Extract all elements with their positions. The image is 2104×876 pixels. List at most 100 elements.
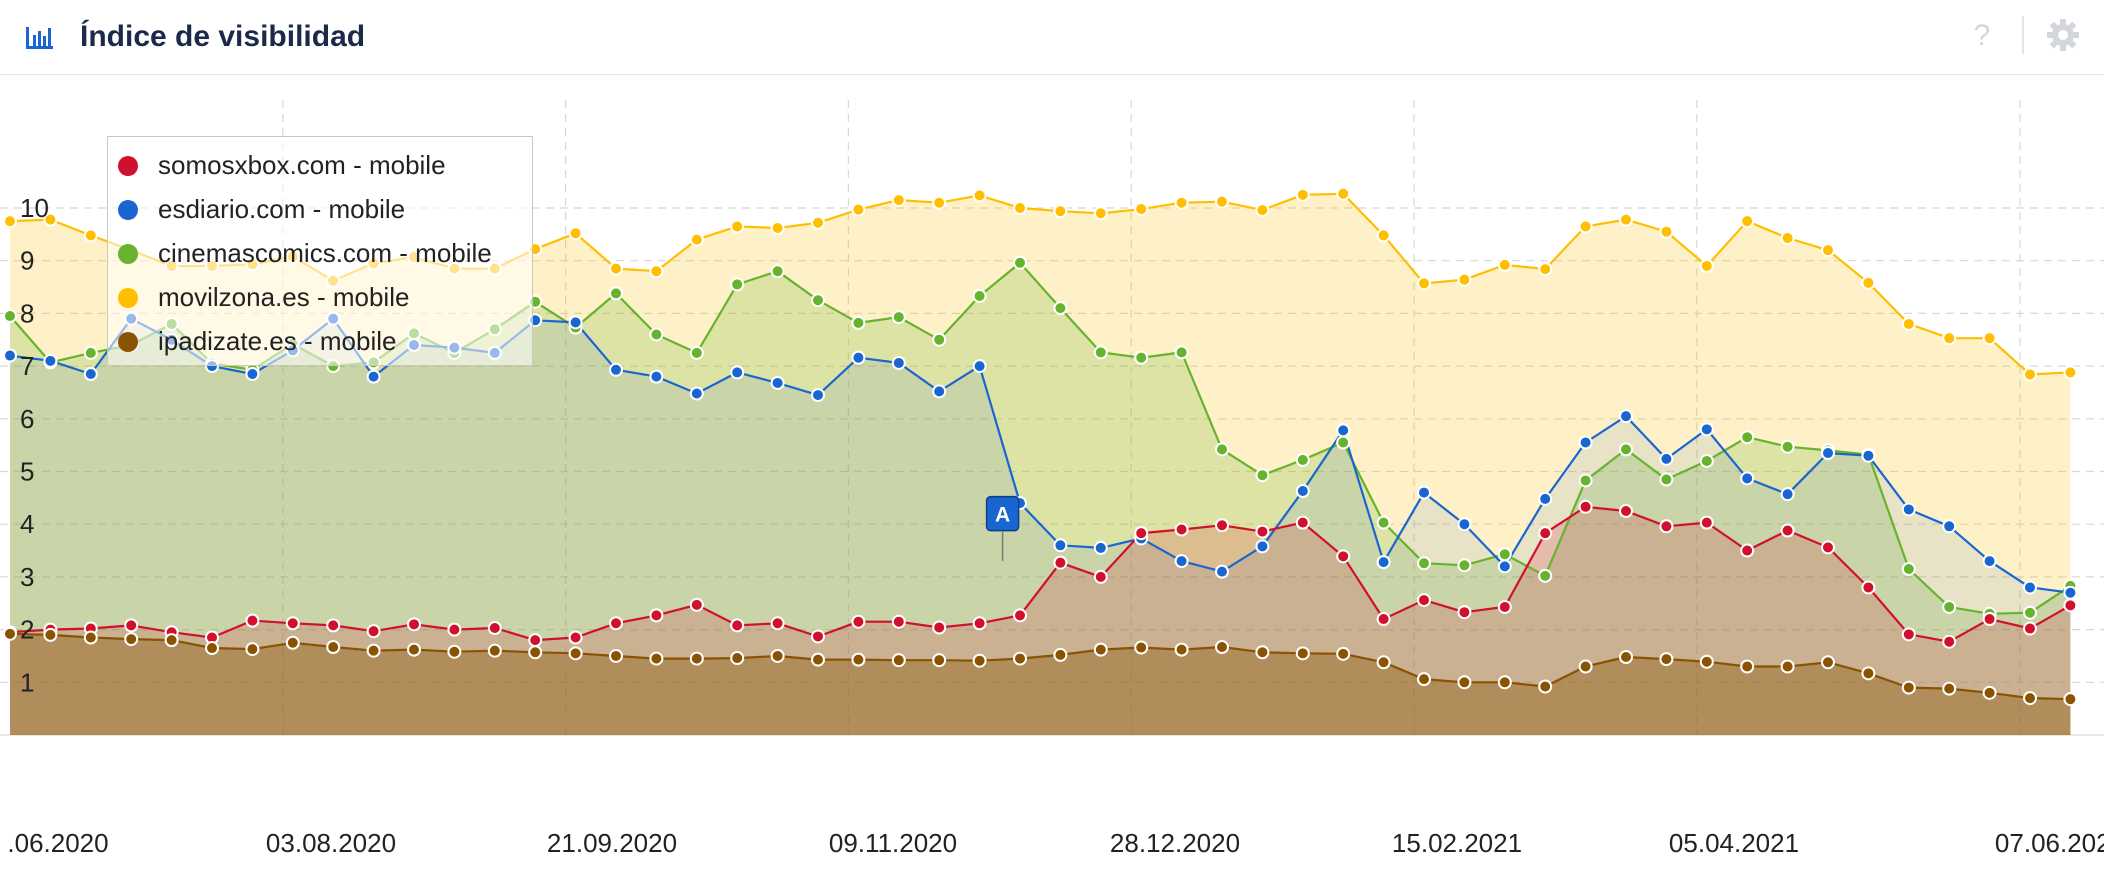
point-esdiario[interactable]	[811, 388, 825, 403]
point-esdiario[interactable]	[891, 355, 906, 370]
point-movilzona[interactable]	[649, 264, 664, 279]
point-esdiario[interactable]	[689, 386, 704, 401]
point-esdiario[interactable]	[1497, 559, 1512, 574]
point-somosxbox[interactable]	[326, 618, 341, 633]
point-movilzona[interactable]	[1942, 331, 1957, 346]
point-ipadizate[interactable]	[1901, 680, 1916, 695]
point-somosxbox[interactable]	[1134, 526, 1149, 541]
point-cinemascomics[interactable]	[689, 345, 704, 360]
point-esdiario[interactable]	[1093, 540, 1108, 555]
point-ipadizate[interactable]	[1457, 675, 1472, 690]
point-ipadizate[interactable]	[124, 632, 139, 647]
point-cinemascomics[interactable]	[1093, 345, 1108, 360]
point-cinemascomics[interactable]	[932, 332, 947, 347]
point-ipadizate[interactable]	[1821, 655, 1835, 670]
point-cinemascomics[interactable]	[1901, 561, 1916, 576]
point-somosxbox[interactable]	[1982, 612, 1997, 627]
point-esdiario[interactable]	[770, 375, 785, 390]
point-esdiario[interactable]	[1174, 554, 1189, 569]
point-somosxbox[interactable]	[487, 621, 502, 636]
point-somosxbox[interactable]	[1255, 524, 1270, 539]
point-ipadizate[interactable]	[528, 645, 543, 660]
point-cinemascomics[interactable]	[1336, 435, 1351, 450]
point-cinemascomics[interactable]	[1295, 452, 1310, 467]
point-somosxbox[interactable]	[972, 616, 987, 631]
point-movilzona[interactable]	[932, 195, 947, 210]
point-ipadizate[interactable]	[407, 642, 421, 657]
point-ipadizate[interactable]	[164, 633, 179, 648]
point-cinemascomics[interactable]	[730, 277, 745, 292]
point-movilzona[interactable]	[1376, 228, 1391, 243]
point-ipadizate[interactable]	[366, 643, 381, 658]
point-ipadizate[interactable]	[1942, 681, 1957, 696]
point-ipadizate[interactable]	[487, 643, 502, 658]
point-cinemascomics[interactable]	[1457, 558, 1472, 573]
point-movilzona[interactable]	[811, 215, 825, 230]
point-movilzona[interactable]	[83, 228, 98, 243]
point-somosxbox[interactable]	[1053, 555, 1068, 570]
point-somosxbox[interactable]	[609, 616, 623, 631]
point-esdiario[interactable]	[649, 369, 664, 384]
point-esdiario[interactable]	[1538, 491, 1553, 506]
point-cinemascomics[interactable]	[1255, 468, 1270, 483]
point-movilzona[interactable]	[1578, 219, 1593, 234]
point-somosxbox[interactable]	[285, 616, 300, 631]
point-somosxbox[interactable]	[1174, 522, 1189, 537]
point-cinemascomics[interactable]	[1740, 430, 1755, 445]
point-ipadizate[interactable]	[83, 630, 98, 645]
point-ipadizate[interactable]	[1740, 659, 1755, 674]
point-somosxbox[interactable]	[649, 608, 664, 623]
point-movilzona[interactable]	[1538, 262, 1553, 277]
point-movilzona[interactable]	[1053, 204, 1068, 219]
point-esdiario[interactable]	[1336, 423, 1351, 438]
point-cinemascomics[interactable]	[1699, 453, 1714, 468]
point-somosxbox[interactable]	[1699, 515, 1714, 530]
point-esdiario[interactable]	[1295, 483, 1310, 498]
point-movilzona[interactable]	[2023, 367, 2037, 382]
point-somosxbox[interactable]	[1417, 593, 1431, 608]
point-somosxbox[interactable]	[1659, 519, 1674, 534]
point-cinemascomics[interactable]	[1013, 255, 1027, 270]
point-movilzona[interactable]	[609, 261, 623, 276]
point-esdiario[interactable]	[1215, 564, 1229, 579]
point-esdiario[interactable]	[245, 367, 260, 382]
point-somosxbox[interactable]	[124, 618, 139, 633]
point-movilzona[interactable]	[1457, 272, 1472, 287]
point-ipadizate[interactable]	[1174, 642, 1189, 657]
point-esdiario[interactable]	[1821, 446, 1835, 461]
point-ipadizate[interactable]	[3, 626, 17, 641]
point-ipadizate[interactable]	[609, 648, 623, 663]
point-esdiario[interactable]	[1982, 554, 1997, 569]
point-esdiario[interactable]	[1255, 539, 1270, 554]
annotation-marker[interactable]	[985, 495, 1020, 532]
point-movilzona[interactable]	[1497, 257, 1512, 272]
point-somosxbox[interactable]	[245, 613, 260, 628]
point-cinemascomics[interactable]	[1659, 472, 1674, 487]
point-movilzona[interactable]	[1780, 231, 1795, 246]
point-esdiario[interactable]	[609, 362, 623, 377]
point-esdiario[interactable]	[1780, 487, 1795, 502]
point-somosxbox[interactable]	[1376, 612, 1391, 627]
point-movilzona[interactable]	[1821, 243, 1835, 258]
point-somosxbox[interactable]	[407, 617, 421, 632]
point-cinemascomics[interactable]	[1134, 350, 1149, 365]
point-movilzona[interactable]	[730, 219, 745, 234]
point-ipadizate[interactable]	[689, 651, 704, 666]
point-esdiario[interactable]	[366, 369, 381, 384]
point-ipadizate[interactable]	[205, 641, 219, 656]
point-cinemascomics[interactable]	[3, 309, 17, 324]
point-movilzona[interactable]	[1134, 202, 1149, 217]
point-ipadizate[interactable]	[1417, 672, 1431, 687]
point-movilzona[interactable]	[1215, 194, 1229, 209]
point-cinemascomics[interactable]	[770, 264, 785, 279]
point-ipadizate[interactable]	[2023, 691, 2037, 706]
point-somosxbox[interactable]	[2023, 621, 2037, 636]
point-movilzona[interactable]	[1619, 212, 1633, 227]
point-ipadizate[interactable]	[1053, 647, 1068, 662]
point-cinemascomics[interactable]	[1215, 442, 1229, 457]
point-ipadizate[interactable]	[1134, 640, 1149, 655]
point-esdiario[interactable]	[1619, 409, 1633, 424]
point-cinemascomics[interactable]	[2023, 605, 2037, 620]
point-movilzona[interactable]	[568, 226, 583, 241]
point-somosxbox[interactable]	[1821, 540, 1835, 555]
